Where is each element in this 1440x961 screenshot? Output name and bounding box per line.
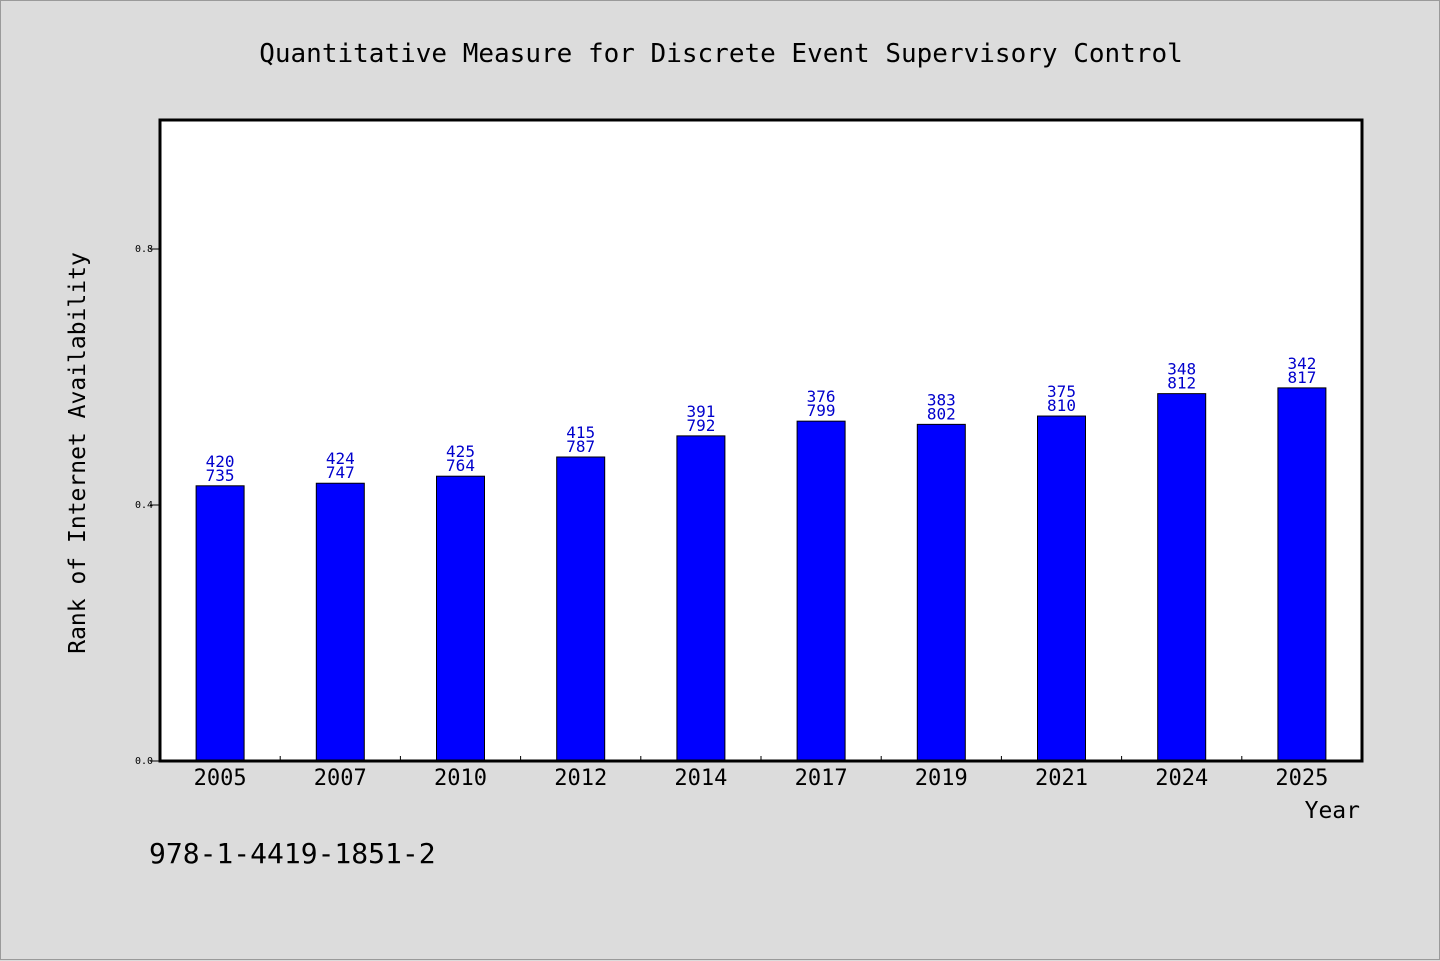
data-label-top: 383 [927,390,956,409]
bar [436,475,485,762]
data-labels: 4207354247474257644157873917923767993838… [206,354,1317,485]
category-label: 2025 [1275,766,1328,791]
data-label-bottom: 735 [206,466,235,485]
data-label-bottom: 787 [566,437,595,456]
bar [1037,415,1086,762]
data-label-top: 424 [326,449,355,468]
category-label: 2019 [915,766,968,791]
category-label: 2012 [554,766,607,791]
data-label-bottom: 799 [807,401,836,420]
bar [315,482,365,762]
data-label-bottom: 802 [927,404,956,423]
data-label-top: 425 [446,442,475,461]
data-label-bottom: 747 [326,463,355,482]
category-label: 2010 [434,766,487,791]
data-label-bottom: 812 [1167,374,1196,393]
bar [916,423,966,762]
category-label: 2007 [314,766,367,791]
bar [676,435,726,762]
category-label: 2024 [1155,766,1208,791]
bar [1277,387,1327,762]
category-label: 2017 [795,766,848,791]
chart-title: Quantitative Measure for Discrete Event … [259,39,1183,69]
data-label-top: 415 [566,423,595,442]
data-label-bottom: 810 [1047,396,1076,415]
data-label-top: 420 [206,452,235,471]
bars [195,387,1327,762]
data-label-top: 342 [1287,354,1316,373]
category-label: 2021 [1035,766,1088,791]
plot-border [158,118,1364,763]
data-label-top: 375 [1047,382,1076,401]
data-label-bottom: 817 [1287,368,1316,387]
data-label-top: 348 [1167,360,1196,379]
data-label-top: 376 [807,387,836,406]
y-tick-label: 0.4 [135,500,153,511]
x-axis-label: Year [1305,798,1360,824]
category-label: 2014 [674,766,727,791]
data-label-top: 391 [686,402,715,421]
isbn-annotation: 978-1-4419-1851-2 [149,837,436,870]
category-labels: 2005 2007 2010 2012 2014 2017 2019 2021 2024 2025 [194,766,1329,791]
data-label-bottom: 764 [446,456,475,475]
y-axis-label: Rank of Internet Availability [65,252,91,654]
y-tick-label: 0.0 [135,756,153,767]
bar [195,485,245,762]
bar [796,420,846,762]
y-axis-ticks: 0.0 0.4 0.8 [135,244,160,767]
y-tick-label: 0.8 [135,244,153,255]
bar [556,456,606,762]
data-label-bottom: 792 [686,416,715,435]
bar [1157,393,1207,762]
category-label: 2005 [194,766,247,791]
